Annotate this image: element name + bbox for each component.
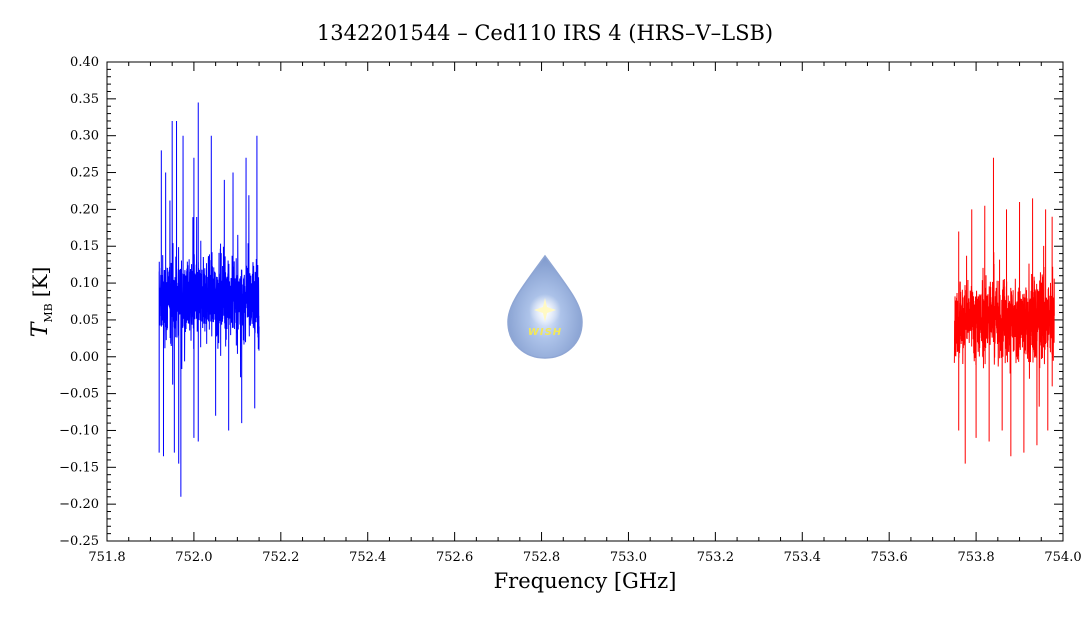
y-tick-label: −0.25 bbox=[59, 534, 99, 549]
y-tick-label: −0.15 bbox=[59, 460, 99, 475]
y-tick-label: 0.35 bbox=[70, 92, 99, 107]
x-tick-label: 753.8 bbox=[957, 550, 994, 565]
y-axis-label-sub: MB bbox=[42, 303, 55, 322]
logo-text: WISH bbox=[528, 327, 562, 338]
y-tick-label: 0.40 bbox=[70, 55, 99, 70]
chart-title: 1342201544 – Ced110 IRS 4 (HRS–V–LSB) bbox=[317, 21, 773, 45]
x-tick-label: 752.6 bbox=[436, 550, 473, 565]
x-tick-label: 753.0 bbox=[610, 550, 647, 565]
x-tick-label: 754.0 bbox=[1044, 550, 1081, 565]
spectrum-series-1 bbox=[158, 102, 260, 497]
x-tick-label: 752.0 bbox=[175, 550, 212, 565]
y-tick-label: −0.20 bbox=[59, 497, 99, 512]
x-tick-label: 752.8 bbox=[523, 550, 560, 565]
star-icon bbox=[534, 298, 556, 322]
spectrum-series-2 bbox=[953, 157, 1055, 464]
y-tick-label: 0.20 bbox=[70, 202, 99, 217]
x-axis-label: Frequency [GHz] bbox=[494, 569, 677, 593]
x-tick-label: 752.4 bbox=[349, 550, 386, 565]
y-tick-label: 0.10 bbox=[70, 276, 99, 291]
y-tick-label: 0.25 bbox=[70, 166, 99, 181]
x-tick-label: 753.6 bbox=[871, 550, 908, 565]
plot-area: 751.8 752.0 752.2 752.4 752.6 752.8 753.0 753.2… bbox=[59, 55, 1081, 565]
x-tick-label: 753.4 bbox=[784, 550, 821, 565]
y-tick-label: 0.30 bbox=[70, 129, 99, 144]
y-tick-label: 0.15 bbox=[70, 239, 99, 254]
x-tick-label: 752.2 bbox=[262, 550, 299, 565]
wish-logo: WISH bbox=[507, 254, 583, 359]
y-axis-label: TMB [K] bbox=[28, 267, 55, 338]
x-tick-label: 753.2 bbox=[697, 550, 734, 565]
y-axis: 0.40 0.35 0.30 0.25 0.20 0.15 0.10 0.05 0.00 −0.0… bbox=[59, 55, 1063, 549]
y-axis-label-main: T bbox=[28, 320, 53, 337]
y-tick-label: 0.05 bbox=[70, 313, 99, 328]
x-tick-label: 751.8 bbox=[88, 550, 125, 565]
y-axis-label-unit: [K] bbox=[28, 267, 52, 298]
series-layer bbox=[158, 102, 1055, 497]
y-tick-label: 0.00 bbox=[70, 350, 99, 365]
y-tick-label: −0.05 bbox=[59, 387, 99, 402]
y-tick-label: −0.10 bbox=[59, 423, 99, 438]
x-axis: 751.8 752.0 752.2 752.4 752.6 752.8 753.0 753.2… bbox=[88, 62, 1082, 565]
